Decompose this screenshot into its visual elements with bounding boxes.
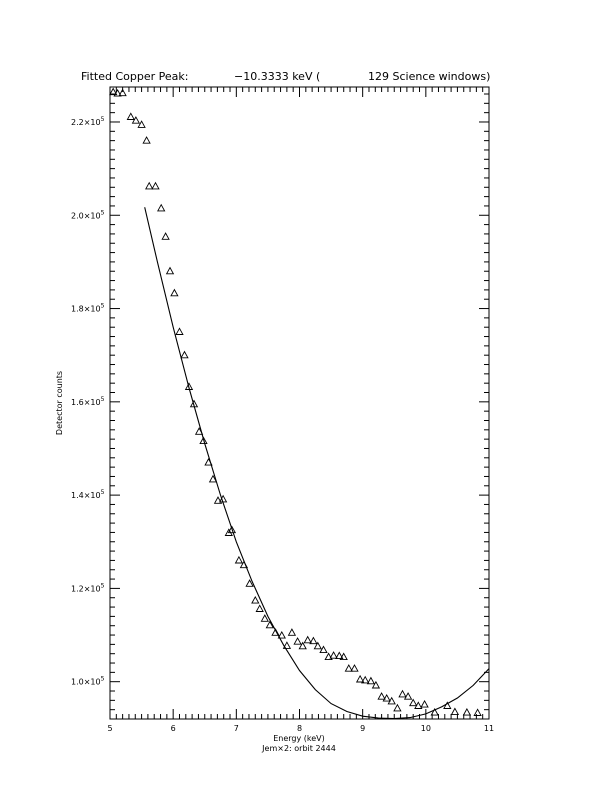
- chart-title-prefix: Fitted Copper Peak:: [81, 70, 188, 83]
- data-point-triangle: [227, 525, 237, 534]
- data-point-triangle: [377, 692, 386, 700]
- y-tick-label: 1.8×105: [71, 303, 105, 314]
- y-tick-label: 1.6×105: [71, 396, 105, 407]
- data-point-triangle: [387, 696, 396, 705]
- data-point-triangle: [298, 641, 307, 650]
- data-point-triangle: [366, 676, 376, 685]
- data-point-triangle: [142, 136, 151, 144]
- data-point-triangle: [245, 579, 254, 587]
- data-point-triangle: [189, 399, 199, 408]
- data-point-triangle: [443, 701, 452, 709]
- data-point-triangle: [309, 636, 318, 645]
- y-tick-label: 1.0×105: [71, 676, 105, 687]
- data-point-triangle: [251, 595, 260, 604]
- data-point-triangle: [329, 651, 338, 659]
- data-point-triangle: [157, 203, 166, 212]
- data-point-triangle: [145, 181, 154, 190]
- data-point-triangle: [194, 427, 204, 435]
- data-point-triangle: [319, 645, 328, 654]
- data-point-triangle: [282, 641, 292, 649]
- data-point-triangle: [165, 266, 175, 275]
- data-point-triangle: [277, 630, 286, 639]
- data-point-triangle: [420, 699, 429, 708]
- data-point-triangle: [218, 494, 228, 503]
- data-point-triangle: [170, 288, 179, 297]
- data-point-triangle: [137, 120, 146, 128]
- data-point-triangle: [382, 693, 391, 702]
- data-point-triangle: [473, 708, 482, 716]
- data-point-triangle: [180, 350, 189, 359]
- y-tick-label: 1.2×105: [71, 582, 105, 593]
- data-point-triangle: [109, 87, 118, 96]
- data-point-triangle: [355, 674, 365, 683]
- y-tick-label: 2.2×105: [71, 116, 105, 127]
- data-point-triangle: [175, 327, 184, 335]
- data-point-triangle: [430, 707, 439, 716]
- fit-curve: [144, 207, 490, 720]
- y-axis-label: Detector counts: [55, 371, 64, 435]
- data-point-triangle: [450, 707, 460, 716]
- data-point-triangle: [161, 232, 170, 240]
- data-point-triangle: [213, 496, 223, 504]
- chart-title-value: −10.3333 keV (: [234, 70, 320, 83]
- data-point-triangle: [414, 701, 423, 709]
- data-point-triangle: [403, 692, 413, 700]
- data-point-triangle: [199, 436, 208, 445]
- data-point-triangle: [204, 457, 213, 466]
- plot-frame: [109, 86, 490, 720]
- data-point-triangle: [271, 628, 280, 636]
- data-point-triangle: [293, 637, 302, 645]
- data-point-triangle: [131, 116, 141, 124]
- data-point-triangle: [255, 604, 264, 612]
- data-point-triangle: [126, 112, 135, 120]
- data-point-triangle: [287, 628, 297, 636]
- data-point-triangle: [303, 635, 312, 644]
- data-point-triangle: [324, 652, 333, 661]
- data-point-triangle: [118, 88, 127, 97]
- data-point-triangle: [462, 707, 472, 716]
- data-point-triangle: [184, 382, 194, 390]
- data-point-triangle: [208, 474, 218, 483]
- x-tick-label: 10: [421, 724, 431, 733]
- x-axis: 5 6 7 8 9 10 11: [107, 87, 494, 733]
- x-tick-label: 7: [234, 724, 239, 733]
- x-tick-label: 11: [484, 724, 494, 733]
- x-tick-label: 9: [360, 724, 365, 733]
- y-tick-label: 2.0×105: [71, 209, 105, 220]
- data-point-triangle: [239, 560, 249, 569]
- data-point-triangle: [113, 88, 122, 97]
- data-point-triangle: [313, 641, 322, 650]
- data-point-triangle: [371, 680, 381, 689]
- y-tick-label: 1.4×105: [71, 489, 105, 500]
- data-points: [109, 87, 482, 716]
- x-tick-label: 8: [297, 724, 302, 733]
- data-point-triangle: [361, 675, 370, 684]
- fit-curve-line: [144, 207, 490, 720]
- data-point-triangle: [260, 614, 269, 622]
- data-point-triangle: [339, 652, 348, 661]
- data-point-triangle: [409, 698, 418, 707]
- chart-subtitle: Jem×2: orbit 2444: [261, 744, 336, 753]
- data-point-triangle: [151, 181, 160, 190]
- data-point-triangle: [335, 651, 344, 660]
- chart-title-suffix: 129 Science windows): [368, 70, 490, 83]
- data-point-triangle: [393, 703, 402, 712]
- data-point-triangle: [350, 664, 359, 672]
- x-tick-label: 6: [171, 724, 176, 733]
- data-point-triangle: [234, 555, 244, 564]
- x-axis-label: Energy (keV): [273, 734, 325, 743]
- data-point-triangle: [344, 664, 353, 672]
- data-point-triangle: [265, 620, 274, 629]
- x-tick-label: 5: [107, 724, 112, 733]
- data-point-triangle: [398, 689, 407, 698]
- y-axis: 1.0×105 1.2×105 1.4×105 1.6×105 1.8×105 2.0×1…: [71, 93, 489, 711]
